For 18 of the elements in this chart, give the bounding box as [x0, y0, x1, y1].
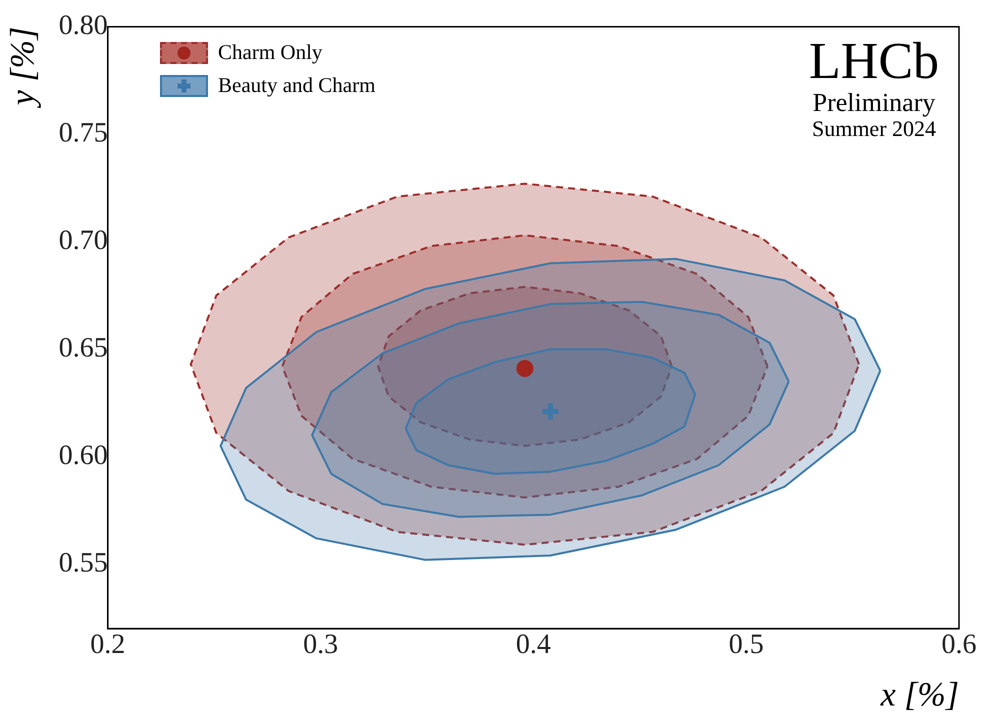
y-tick-label: 0.80	[58, 10, 108, 42]
y-axis-title: y [%]	[4, 26, 42, 108]
x-tick-label: 0.5	[728, 628, 764, 660]
y-tick-label: 0.55	[58, 547, 108, 578]
y-tick-label: 0.65	[58, 332, 108, 364]
x-axis-title: x [%]	[880, 676, 959, 714]
y-tick-label: 0.70	[58, 225, 108, 256]
x-tick-label: 0.2	[90, 628, 126, 660]
annotation: LHCb	[809, 33, 939, 90]
x-tick-label: 0.4	[516, 628, 551, 660]
annotation: Preliminary	[812, 88, 936, 117]
y-tick-label: 0.75	[58, 118, 108, 149]
x-tick-label: 0.3	[303, 628, 338, 660]
y-tick-label: 0.60	[58, 440, 108, 472]
legend-label: Charm Only	[218, 40, 322, 65]
x-tick-label: 0.6	[942, 628, 976, 660]
legend-label: Beauty and Charm	[218, 73, 376, 98]
annotation: Summer 2024	[810, 116, 938, 141]
